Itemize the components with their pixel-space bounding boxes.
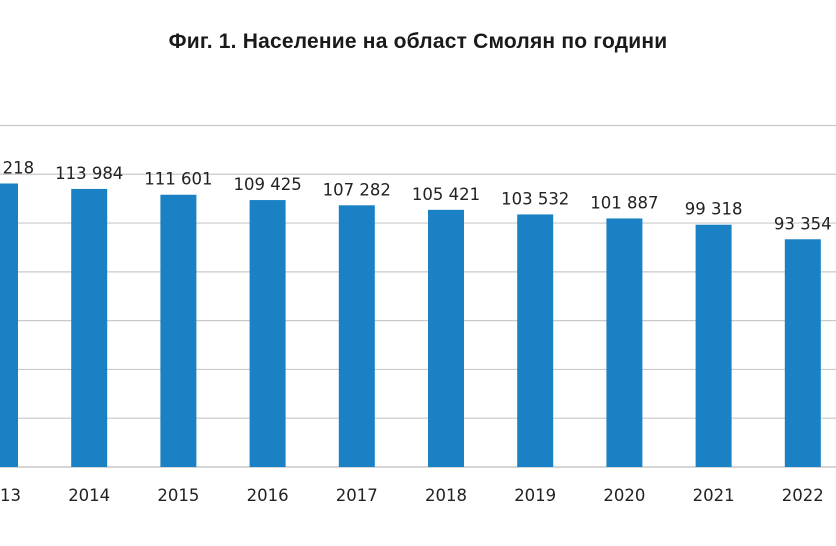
bar-2017 xyxy=(338,205,375,467)
x-tick-label-2017: 2017 xyxy=(336,486,378,505)
bar-2021 xyxy=(695,224,732,467)
x-tick-label-2014: 2014 xyxy=(68,486,110,505)
x-tick-label-2015: 2015 xyxy=(157,486,199,505)
data-label-2020: 101 887 xyxy=(590,193,658,212)
data-label-2018: 105 421 xyxy=(412,185,480,204)
x-tick-labels: 2013 2014 2015 2016 2017 2018 2019 2020 2021 2022 xyxy=(0,486,824,505)
bar-2016 xyxy=(249,200,286,467)
x-tick-label-2021: 2021 xyxy=(693,486,735,505)
x-tick-label-2018: 2018 xyxy=(425,486,467,505)
data-labels: 116 218 113 984 111 601 109 425 107 282 105 4… xyxy=(0,158,832,233)
data-label-2017: 107 282 xyxy=(323,180,391,199)
data-label-2013: 116 218 xyxy=(0,158,34,177)
data-label-2019: 103 532 xyxy=(501,189,569,208)
bar-2019 xyxy=(517,214,554,467)
data-label-2015: 111 601 xyxy=(144,170,212,189)
chart-title: Фиг. 1. Население на област Смолян по го… xyxy=(168,30,668,53)
data-label-2021: 99 318 xyxy=(685,200,743,219)
data-label-2022: 93 354 xyxy=(774,214,832,233)
bar-2020 xyxy=(606,218,643,467)
x-tick-label-2019: 2019 xyxy=(514,486,556,505)
bar-2018 xyxy=(428,209,464,467)
x-tick-label-2022: 2022 xyxy=(782,486,824,505)
bars xyxy=(0,183,821,467)
bar-2022 xyxy=(784,239,821,467)
x-tick-label-2013: 2013 xyxy=(0,486,21,505)
data-label-2016: 109 425 xyxy=(233,175,301,194)
x-tick-label-2020: 2020 xyxy=(603,486,645,505)
x-tick-label-2016: 2016 xyxy=(247,486,289,505)
data-label-2014: 113 984 xyxy=(55,164,123,183)
bar-2014 xyxy=(71,188,108,467)
bar-2015 xyxy=(160,194,197,467)
gridlines xyxy=(0,124,836,468)
bar-2013 xyxy=(0,183,18,467)
